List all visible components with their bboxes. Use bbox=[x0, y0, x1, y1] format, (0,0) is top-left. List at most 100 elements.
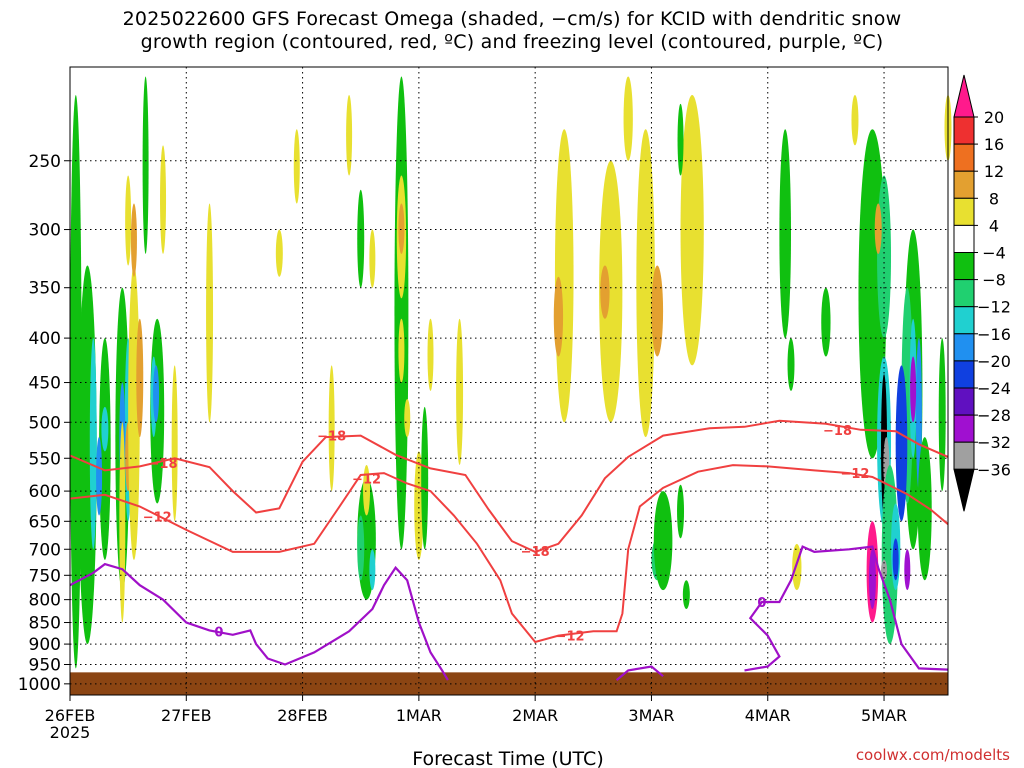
omega-patch-49 bbox=[877, 175, 892, 339]
omega-patch-55 bbox=[910, 356, 917, 423]
colorbar-swatch-3 bbox=[953, 170, 975, 199]
colorbar-swatch-13 bbox=[953, 441, 975, 470]
colorbar-label-6: −8 bbox=[982, 271, 1006, 290]
colorbar-label-7: −12 bbox=[977, 298, 1011, 317]
omega-patch-69 bbox=[851, 94, 859, 146]
freezing-label-1: 0 bbox=[757, 596, 766, 611]
x-tick-label-0: 26FEB bbox=[45, 706, 96, 725]
colorbar-swatch-1 bbox=[953, 116, 975, 145]
colorbar-top-arrow bbox=[953, 74, 975, 118]
colorbar-swatch-12 bbox=[953, 414, 975, 443]
omega-patch-77 bbox=[787, 338, 795, 391]
y-tick-label-4: 450 bbox=[29, 374, 61, 394]
isotherm-label-1-1: −12 bbox=[352, 472, 381, 487]
colorbar-label-9: −20 bbox=[977, 352, 1011, 371]
colorbar-label-10: −24 bbox=[977, 379, 1011, 398]
omega-patch-67 bbox=[917, 437, 932, 581]
isotherm-label-1-2: −12 bbox=[556, 630, 585, 645]
omega-patch-16 bbox=[142, 76, 149, 254]
x-tick-label-2: 28FEB bbox=[277, 706, 328, 725]
colorbar-label-12: −32 bbox=[977, 433, 1011, 452]
omega-patch-10 bbox=[128, 265, 140, 560]
axes: 2503003504004505005506006507007508008509… bbox=[18, 66, 949, 742]
colorbar-label-5: −4 bbox=[982, 244, 1006, 263]
isotherm-label-0-1: −18 bbox=[317, 430, 346, 445]
omega-patch-20 bbox=[346, 94, 353, 176]
colorbar-label-11: −28 bbox=[977, 406, 1011, 425]
omega-patch-78 bbox=[101, 406, 109, 452]
colorbar-swatch-4 bbox=[953, 197, 975, 226]
omega-patch-22 bbox=[369, 229, 376, 288]
colorbar-swatch-7 bbox=[953, 279, 975, 308]
omega-patch-71 bbox=[677, 103, 684, 176]
omega-patch-76 bbox=[677, 484, 685, 539]
omega-patch-64 bbox=[892, 538, 899, 581]
colorbar-swatch-6 bbox=[953, 252, 975, 281]
omega-patch-8 bbox=[119, 422, 126, 623]
x-tick-label-3: 1MAR bbox=[396, 706, 442, 725]
omega-patch-41 bbox=[623, 76, 633, 161]
y-tick-label-11: 800 bbox=[29, 591, 61, 611]
freezing-level-line-2 bbox=[744, 545, 949, 672]
x-tick-label-4: 2MAR bbox=[512, 706, 558, 725]
omega-patch-37 bbox=[599, 160, 623, 423]
plot-frame bbox=[69, 66, 949, 696]
colorbar-swatch-10 bbox=[953, 360, 975, 389]
y-tick-label-6: 550 bbox=[29, 449, 61, 469]
contour-lines: −18 −18 −18 −18 −12 −12 −12 −12 0 0 bbox=[69, 419, 949, 681]
chart-title-line-1: 2025022600 GFS Forecast Omega (shaded, −… bbox=[122, 8, 902, 30]
x-tick-label-6: 4MAR bbox=[745, 706, 791, 725]
x-tick-label-1: 27FEB bbox=[161, 706, 212, 725]
colorbar-label-4: 4 bbox=[989, 216, 999, 235]
colorbar-bottom-arrow bbox=[953, 468, 975, 512]
y-tick-label-10: 750 bbox=[29, 566, 61, 586]
omega-patch-26 bbox=[369, 549, 376, 591]
y-tick-label-7: 600 bbox=[29, 482, 61, 502]
chart-title-line-2: growth region (contoured, red, ºC) and f… bbox=[140, 31, 884, 53]
omega-patch-46 bbox=[779, 129, 792, 339]
isotherm-line-0 bbox=[69, 419, 949, 553]
y-tick-label-0: 250 bbox=[29, 152, 61, 172]
freezing-label-0: 0 bbox=[214, 625, 223, 640]
y-tick-label-9: 700 bbox=[29, 540, 61, 560]
colorbar-label-13: −36 bbox=[977, 460, 1011, 479]
isotherm-line-1 bbox=[69, 464, 949, 644]
y-tick-label-2: 350 bbox=[29, 279, 61, 299]
omega-patch-50 bbox=[874, 203, 882, 254]
omega-patch-28 bbox=[394, 76, 409, 550]
colorbar-swatch-5 bbox=[953, 224, 975, 253]
grid-lines bbox=[69, 67, 948, 695]
omega-patch-34 bbox=[398, 318, 405, 383]
y-tick-label-8: 650 bbox=[29, 512, 61, 532]
omega-patch-2 bbox=[89, 338, 97, 550]
colorbar: 20 16 12 8 4 −4 −8 −12 −16 −20 −24 −28 −32 −36 bbox=[953, 74, 1011, 512]
omega-patch-0 bbox=[70, 94, 82, 669]
colorbar-label-2: 12 bbox=[984, 162, 1004, 181]
colorbar-swatch-2 bbox=[953, 143, 975, 172]
omega-patch-36 bbox=[553, 276, 564, 357]
colorbar-label-0: 20 bbox=[984, 108, 1004, 127]
omega-patch-30 bbox=[398, 203, 405, 254]
omega-patch-40 bbox=[651, 265, 664, 357]
isotherm-label-0-3: −18 bbox=[823, 424, 852, 439]
isotherm-label-0-0: −18 bbox=[149, 457, 178, 472]
colorbar-label-8: −16 bbox=[977, 325, 1011, 344]
isotherm-label-0-2: −18 bbox=[521, 545, 550, 560]
omega-patch-44 bbox=[653, 491, 673, 591]
omega-patch-21 bbox=[357, 189, 365, 288]
colorbar-swatch-9 bbox=[953, 333, 975, 362]
freezing-level-line-1 bbox=[615, 665, 664, 681]
y-tick-label-3: 400 bbox=[29, 329, 61, 349]
omega-patch-56 bbox=[895, 365, 908, 522]
y-tick-label-1: 300 bbox=[29, 221, 61, 241]
omega-patch-23 bbox=[328, 365, 335, 492]
omega-patch-39 bbox=[636, 129, 655, 438]
omega-patch-38 bbox=[600, 265, 610, 319]
y-tick-label-12: 850 bbox=[29, 614, 61, 634]
colorbar-label-3: 8 bbox=[989, 189, 999, 208]
y-tick-label-13: 900 bbox=[29, 635, 61, 655]
omega-patch-27 bbox=[363, 465, 371, 516]
omega-patch-45 bbox=[682, 580, 690, 609]
omega-patch-14 bbox=[153, 365, 160, 423]
